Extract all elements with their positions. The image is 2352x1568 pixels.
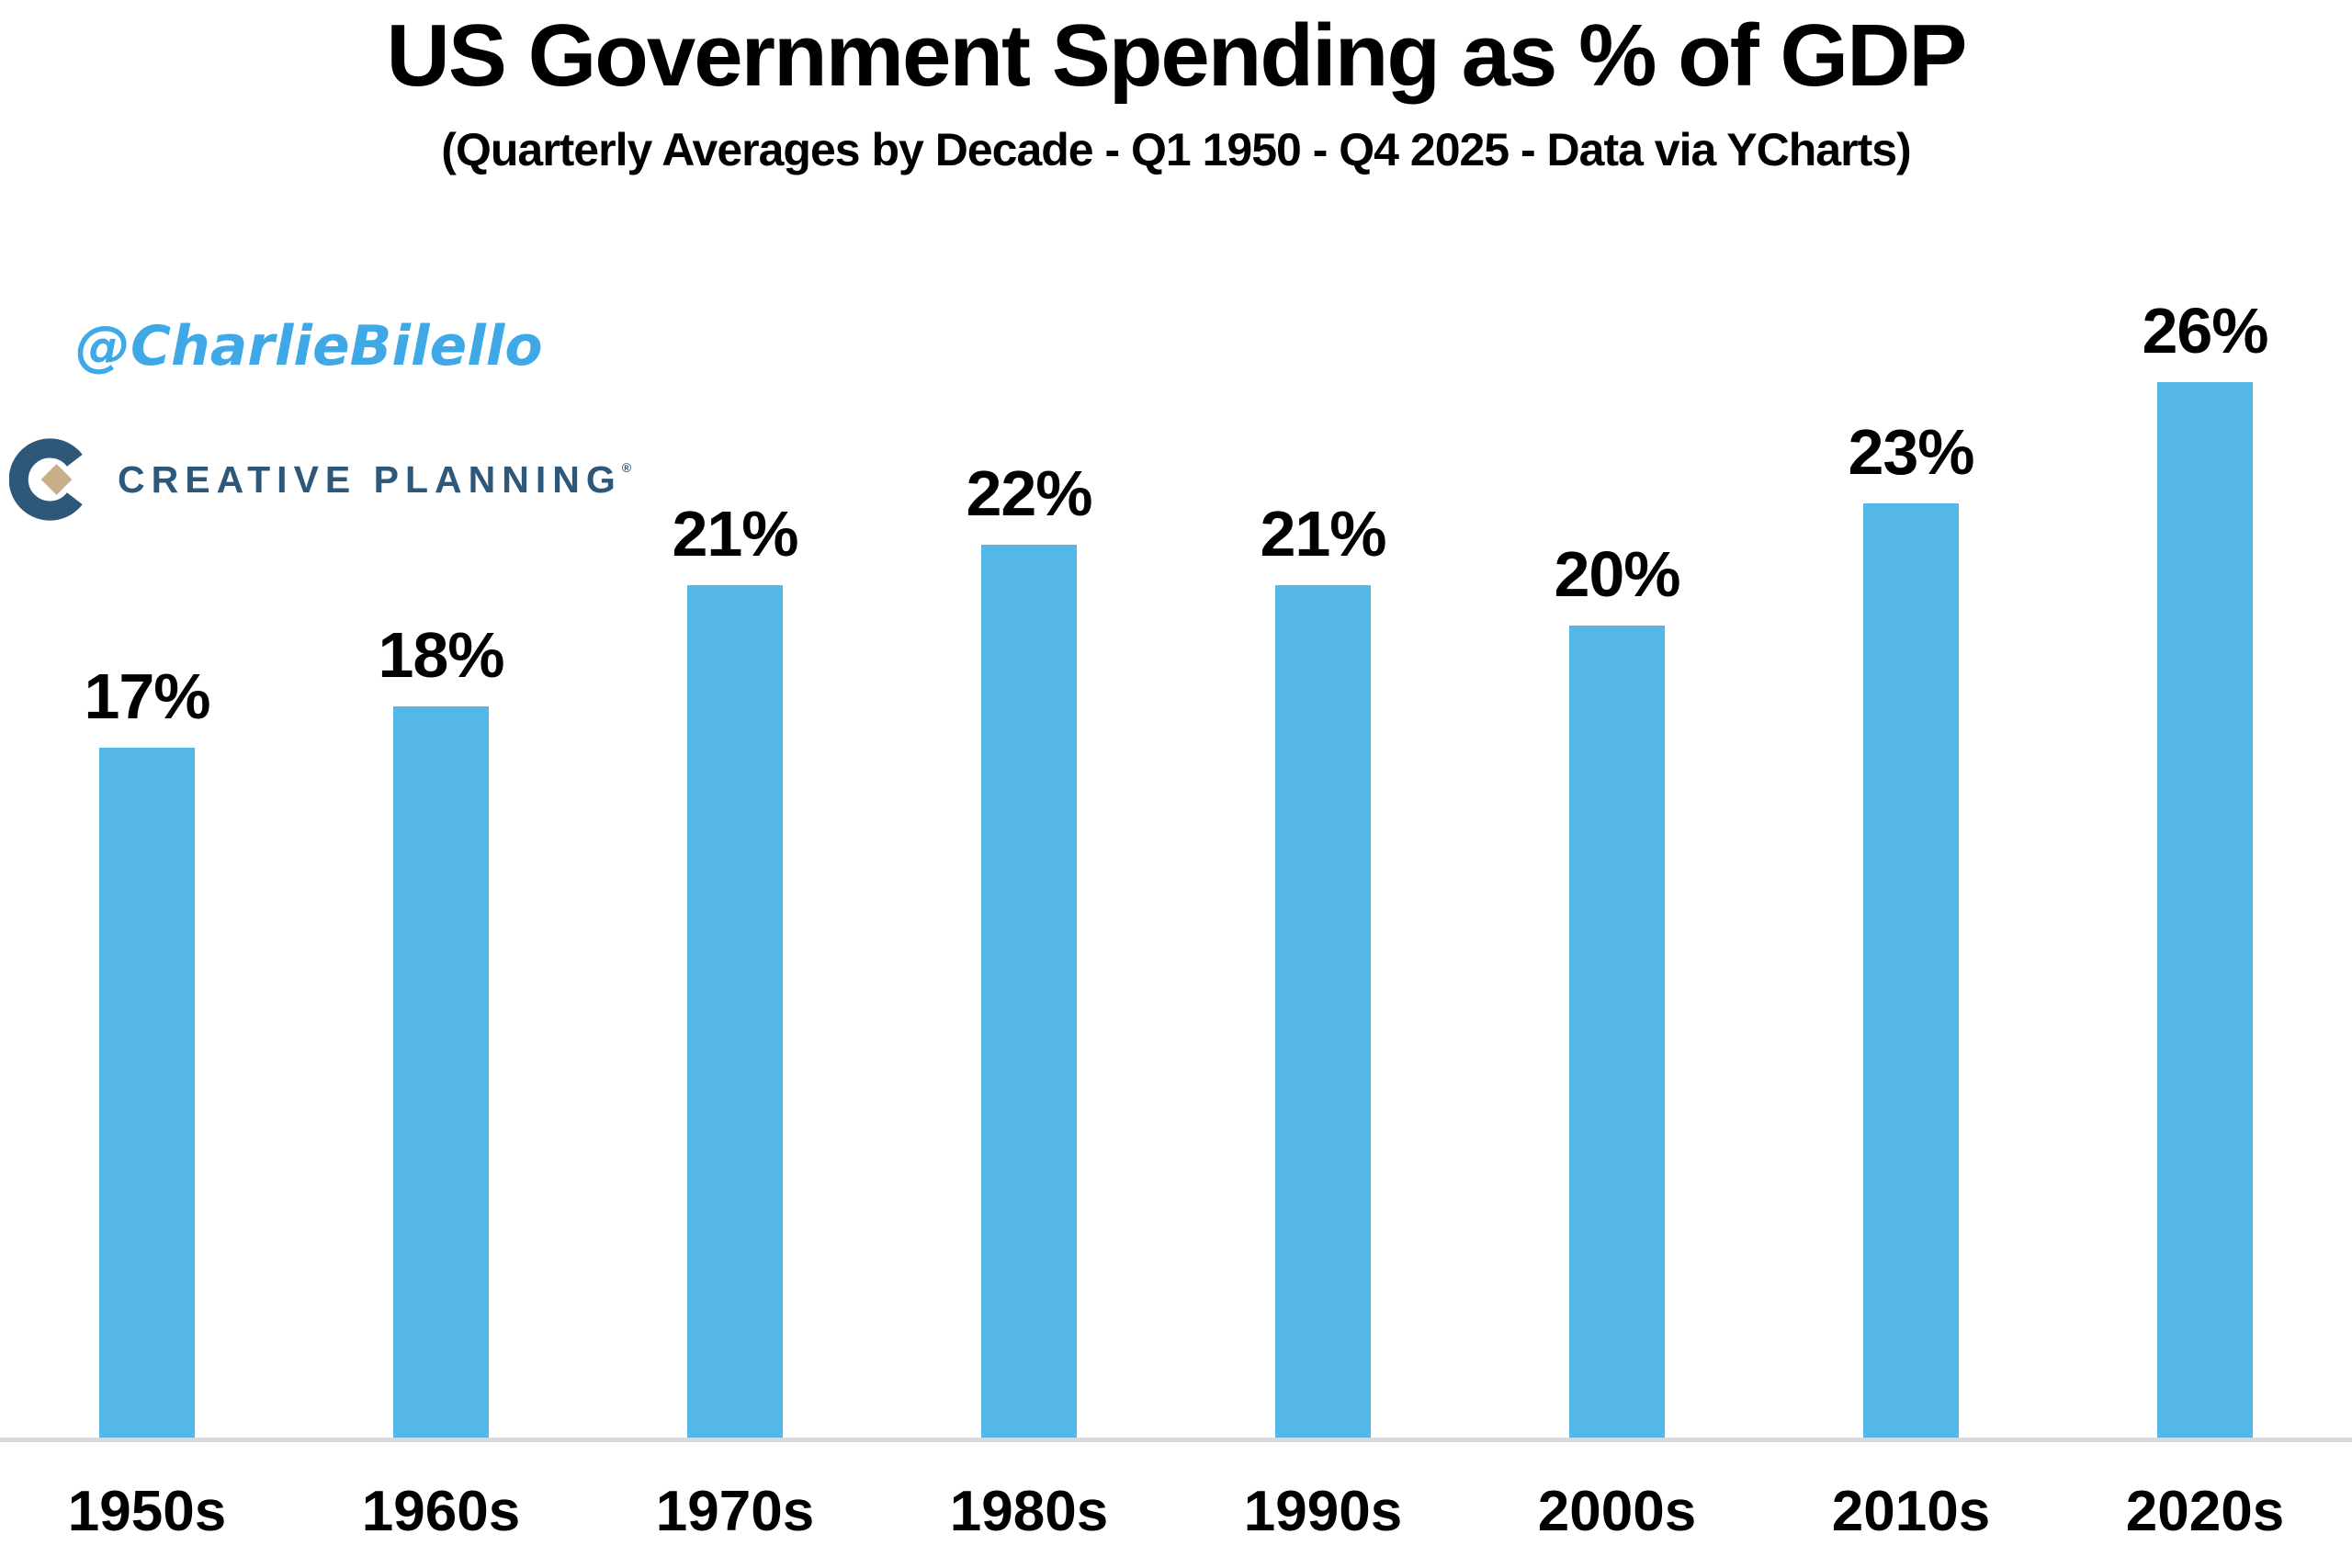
x-axis-labels-row: 1950s 1960s 1970s 1980s 1990s 2000s 2010s 2020s: [0, 1474, 2352, 1548]
bar-value-label-1980s: 22%: [966, 457, 1092, 529]
bar-column-1990s: 21%: [1176, 497, 1470, 1438]
bar-column-1960s: 18%: [294, 618, 588, 1438]
x-axis-label-2000s: 2000s: [1537, 1479, 1697, 1543]
x-axis-label-2020s: 2020s: [2125, 1479, 2285, 1543]
trademark-symbol: ®: [621, 459, 639, 475]
bar-column-1980s: 22%: [882, 457, 1176, 1438]
creative-planning-logo: CREATIVE PLANNING®: [8, 434, 639, 525]
bar-column-1950s: 17%: [0, 660, 294, 1438]
bar-1970s: [687, 584, 783, 1438]
bar-value-label-1990s: 21%: [1260, 497, 1386, 570]
chart-title: US Government Spending as % of GDP: [386, 6, 1968, 105]
bar-chart-plot-area: 17% 18% 21% 22% 21% 20% 23% 26%: [0, 197, 2352, 1438]
bar-1990s: [1275, 584, 1371, 1438]
bar-value-label-2000s: 20%: [1554, 538, 1680, 610]
bar-2000s: [1569, 626, 1665, 1438]
x-axis-label-1960s: 1960s: [361, 1479, 521, 1543]
bar-column-1970s: 21%: [588, 497, 882, 1438]
bar-1960s: [393, 706, 489, 1438]
x-axis-label-1990s: 1990s: [1243, 1479, 1403, 1543]
bar-value-label-2020s: 26%: [2142, 294, 2268, 367]
bar-column-2010s: 23%: [1764, 415, 2058, 1438]
bar-value-label-1960s: 18%: [378, 619, 504, 692]
x-axis-line: [0, 1438, 2352, 1442]
x-axis-label-2010s: 2010s: [1831, 1479, 1991, 1543]
x-axis-label-1980s: 1980s: [949, 1479, 1109, 1543]
bar-column-2000s: 20%: [1470, 537, 1764, 1438]
x-axis-label-1970s: 1970s: [655, 1479, 815, 1543]
bar-value-label-2010s: 23%: [1848, 416, 1974, 489]
bar-1980s: [981, 544, 1077, 1438]
bar-2020s: [2157, 381, 2253, 1438]
x-axis-label-1950s: 1950s: [67, 1479, 227, 1543]
bar-value-label-1950s: 17%: [84, 660, 210, 732]
bar-value-label-1970s: 21%: [672, 497, 798, 570]
chart-subtitle: (Quarterly Averages by Decade - Q1 1950 …: [441, 124, 1911, 175]
author-watermark: @CharlieBilello: [75, 314, 543, 378]
bar-1950s: [99, 747, 195, 1438]
creative-planning-logo-text: CREATIVE PLANNING®: [118, 457, 639, 501]
creative-planning-c-icon: [8, 434, 94, 525]
bar-2010s: [1863, 503, 1959, 1438]
bar-column-2020s: 26%: [2058, 294, 2352, 1438]
